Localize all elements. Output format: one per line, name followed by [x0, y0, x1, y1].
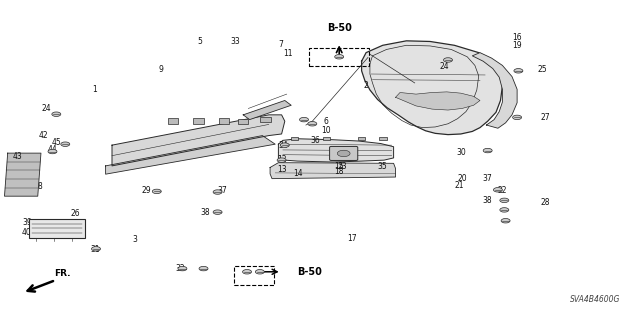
Polygon shape — [106, 136, 275, 174]
Text: 25: 25 — [538, 65, 548, 74]
Circle shape — [500, 208, 509, 212]
Circle shape — [213, 210, 222, 214]
Polygon shape — [4, 153, 41, 196]
Text: 5: 5 — [197, 37, 202, 46]
Text: 39: 39 — [22, 218, 32, 227]
Text: 29: 29 — [141, 186, 151, 195]
Polygon shape — [112, 115, 285, 166]
Text: 38: 38 — [200, 208, 210, 217]
Text: 34: 34 — [278, 141, 288, 150]
Text: 37: 37 — [483, 174, 493, 182]
Text: 15: 15 — [334, 162, 344, 171]
Polygon shape — [396, 92, 480, 110]
FancyBboxPatch shape — [168, 118, 178, 124]
Text: 45: 45 — [51, 138, 61, 147]
Circle shape — [337, 150, 350, 157]
Text: 6: 6 — [324, 117, 329, 126]
Text: 10: 10 — [321, 126, 332, 135]
Circle shape — [178, 266, 187, 271]
Text: FR.: FR. — [54, 269, 71, 278]
Circle shape — [308, 122, 317, 126]
Circle shape — [52, 112, 61, 116]
Polygon shape — [362, 41, 502, 135]
Text: 7: 7 — [278, 40, 283, 48]
Text: 13: 13 — [276, 165, 287, 174]
Polygon shape — [270, 163, 396, 179]
Text: B-50: B-50 — [327, 23, 351, 33]
Circle shape — [48, 149, 57, 154]
FancyBboxPatch shape — [323, 137, 330, 140]
Circle shape — [213, 190, 222, 194]
Text: 21: 21 — [455, 181, 464, 190]
Circle shape — [243, 270, 252, 274]
FancyBboxPatch shape — [29, 219, 85, 238]
Text: 3: 3 — [132, 235, 137, 244]
Polygon shape — [278, 139, 394, 162]
Text: SVA4B4600G: SVA4B4600G — [570, 295, 621, 304]
Text: 22: 22 — [498, 186, 507, 195]
Circle shape — [483, 148, 492, 153]
Circle shape — [277, 158, 286, 162]
Text: 19: 19 — [512, 41, 522, 50]
Text: 24: 24 — [41, 104, 51, 113]
Text: 20: 20 — [457, 174, 467, 182]
Circle shape — [501, 219, 510, 223]
Text: 37: 37 — [218, 186, 228, 195]
Text: 42: 42 — [38, 131, 49, 140]
Text: B-50: B-50 — [297, 267, 321, 277]
Text: 9: 9 — [159, 65, 164, 74]
Circle shape — [513, 115, 522, 120]
FancyBboxPatch shape — [379, 137, 387, 140]
Text: 38: 38 — [483, 196, 493, 205]
Text: 44: 44 — [47, 145, 58, 154]
Circle shape — [280, 143, 289, 147]
Text: 28: 28 — [541, 198, 550, 207]
Circle shape — [255, 270, 264, 274]
FancyBboxPatch shape — [260, 117, 271, 122]
Text: 14: 14 — [292, 169, 303, 178]
Text: 11: 11 — [284, 49, 292, 58]
Text: 1: 1 — [92, 85, 97, 94]
Text: 8: 8 — [37, 182, 42, 191]
FancyBboxPatch shape — [238, 119, 248, 124]
Circle shape — [500, 198, 509, 203]
Text: 32: 32 — [175, 264, 186, 273]
Circle shape — [152, 189, 161, 194]
Polygon shape — [472, 53, 517, 128]
Polygon shape — [243, 100, 291, 120]
FancyBboxPatch shape — [193, 118, 204, 124]
Text: 26: 26 — [70, 209, 81, 218]
Text: 27: 27 — [540, 113, 550, 122]
Text: 2: 2 — [364, 81, 369, 90]
Text: 43: 43 — [13, 152, 23, 161]
Circle shape — [335, 55, 344, 59]
Circle shape — [514, 69, 523, 73]
FancyBboxPatch shape — [358, 137, 365, 140]
FancyBboxPatch shape — [219, 118, 229, 124]
Text: 30: 30 — [456, 148, 466, 157]
Circle shape — [199, 266, 208, 271]
Circle shape — [300, 117, 308, 122]
Text: 23: 23 — [337, 162, 348, 171]
Circle shape — [61, 142, 70, 146]
FancyBboxPatch shape — [330, 146, 358, 160]
Text: 24: 24 — [440, 62, 450, 71]
Text: 16: 16 — [512, 33, 522, 42]
Circle shape — [92, 247, 100, 251]
Text: 35: 35 — [378, 162, 388, 171]
Circle shape — [444, 58, 452, 62]
Text: 33: 33 — [230, 37, 241, 46]
FancyBboxPatch shape — [291, 137, 298, 140]
Circle shape — [493, 188, 502, 192]
Text: 18: 18 — [335, 167, 344, 176]
Text: 12: 12 — [277, 155, 286, 164]
Text: 31: 31 — [90, 245, 100, 254]
Text: 17: 17 — [347, 234, 357, 243]
Text: 40: 40 — [22, 228, 32, 237]
Text: 36: 36 — [310, 136, 320, 145]
